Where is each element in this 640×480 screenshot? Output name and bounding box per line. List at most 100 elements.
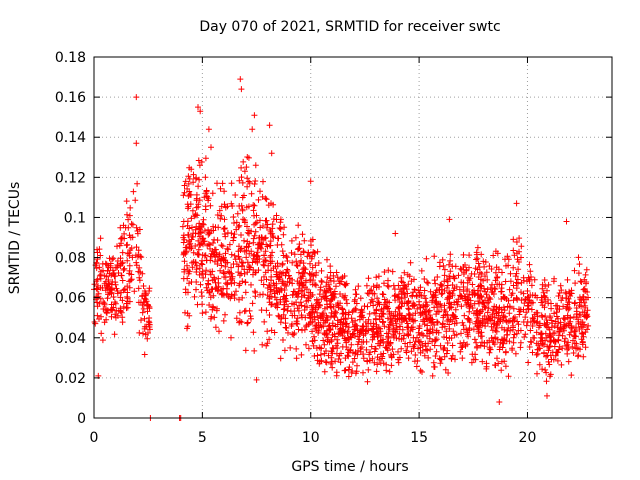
data-point (514, 256, 521, 263)
data-point (281, 347, 288, 354)
data-point (242, 279, 249, 286)
data-point (238, 174, 245, 181)
data-point (421, 287, 428, 294)
data-point (513, 270, 520, 277)
data-point (482, 273, 488, 280)
data-point (257, 217, 263, 224)
data-point (543, 369, 550, 376)
data-point (182, 309, 188, 316)
data-point (259, 341, 266, 348)
data-point (390, 325, 397, 332)
data-point (495, 309, 502, 316)
data-point (200, 235, 207, 242)
data-point (499, 269, 505, 276)
data-point (186, 243, 193, 250)
data-point (577, 278, 584, 285)
data-point (131, 288, 138, 295)
data-point (465, 333, 472, 340)
data-point (330, 278, 337, 285)
data-point (498, 367, 505, 374)
data-point (117, 224, 124, 231)
data-point (476, 264, 483, 271)
data-point (388, 310, 395, 317)
data-point (220, 269, 227, 276)
data-point (127, 234, 134, 241)
data-point (466, 308, 473, 315)
data-point (441, 266, 448, 273)
data-point (266, 122, 273, 129)
data-point (307, 178, 314, 185)
data-point (575, 352, 582, 359)
data-point (364, 357, 371, 364)
data-point (529, 323, 536, 329)
y-tick-label: 0.06 (55, 291, 86, 307)
y-tick-label: 0.16 (55, 90, 86, 106)
data-point (287, 344, 294, 351)
data-point (510, 282, 517, 289)
data-point (191, 293, 198, 300)
data-point (260, 291, 266, 298)
data-point (100, 306, 107, 312)
data-point (492, 269, 499, 276)
data-point (309, 281, 316, 288)
data-point (328, 292, 335, 299)
data-point (339, 305, 346, 312)
data-point (279, 260, 286, 267)
data-point (119, 249, 126, 256)
data-point (257, 244, 264, 251)
data-point (414, 305, 421, 312)
data-point (405, 332, 412, 339)
data-point (228, 180, 235, 187)
data-point (266, 242, 273, 249)
data-point (442, 308, 449, 315)
data-point (190, 258, 197, 265)
data-point (494, 274, 501, 280)
data-point (582, 288, 589, 294)
data-point (281, 224, 288, 231)
data-point (468, 270, 475, 277)
data-point (524, 303, 531, 309)
data-point (316, 291, 323, 298)
data-point (114, 264, 121, 271)
data-point (258, 234, 265, 241)
data-point (530, 334, 537, 341)
data-point (515, 321, 522, 328)
data-point (383, 304, 389, 311)
data-point (201, 227, 208, 234)
x-axis-label: GPS time / hours (291, 459, 408, 475)
data-point (360, 369, 366, 376)
data-point (513, 294, 520, 301)
data-point (383, 367, 390, 374)
data-point (287, 308, 294, 315)
data-point (384, 338, 391, 345)
data-point (515, 266, 522, 273)
data-point (263, 342, 270, 349)
data-point (354, 362, 360, 369)
data-point (488, 266, 495, 272)
data-point (528, 339, 535, 346)
data-point (263, 196, 270, 203)
data-point (333, 269, 340, 276)
data-point (436, 259, 443, 266)
data-point (266, 336, 273, 343)
data-point (327, 269, 334, 276)
data-point (534, 318, 541, 325)
data-point (496, 318, 503, 325)
data-point (356, 336, 363, 343)
data-point (308, 255, 315, 262)
data-point (120, 267, 127, 273)
data-point (94, 293, 101, 300)
data-point (362, 319, 369, 325)
data-point (305, 345, 312, 352)
data-point (507, 270, 514, 277)
data-point (542, 298, 549, 305)
data-point (307, 260, 313, 267)
data-point (240, 216, 247, 223)
data-point (252, 258, 259, 265)
data-point (415, 329, 422, 336)
data-point (450, 328, 457, 335)
data-point (383, 344, 390, 351)
data-point (381, 323, 388, 330)
data-point (136, 274, 143, 281)
